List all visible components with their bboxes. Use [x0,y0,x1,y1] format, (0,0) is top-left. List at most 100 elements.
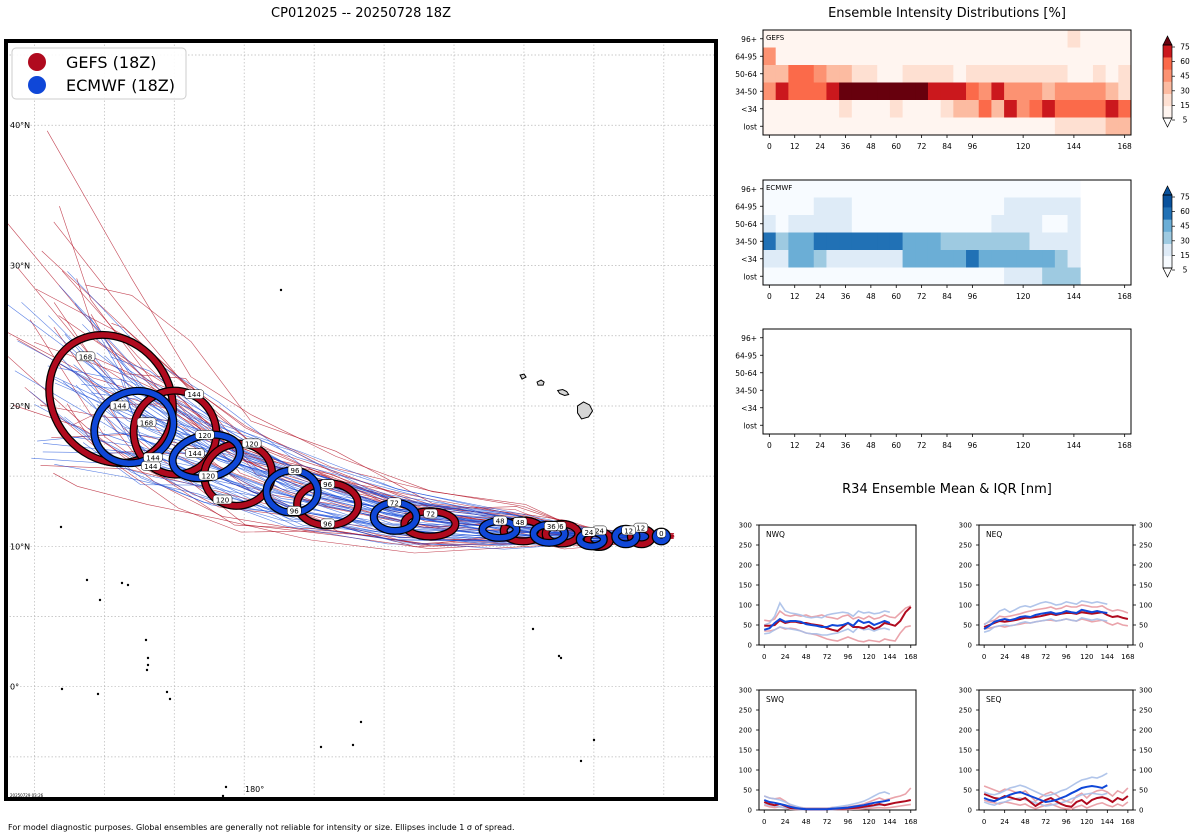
heatmap-cell [889,117,903,136]
x-tick-label: 144 [883,818,897,826]
x-tick-label: 168 [1121,653,1134,661]
y-tick-label: 150 [959,747,972,755]
heatmap-cell [775,267,789,286]
ecmwf-ellipse-label: 144 [113,402,127,410]
heatmap-cell [1042,267,1056,286]
heatmap-cell [851,232,865,251]
atoll-dot [359,720,363,724]
heatmap-cell [839,215,853,233]
gefs-ellipse-label: 48 [516,519,525,527]
atoll-dot [146,663,150,667]
heatmap-cell [763,197,777,216]
map-frame [4,39,718,801]
colorbar-tick-label: 15 [1180,251,1190,260]
colorbar-frame [1162,44,1173,119]
heatmap-cell [953,47,967,66]
heatmap-cell [1016,197,1030,216]
heatmap-cell [1067,180,1081,198]
ecmwf-label-box [109,400,130,411]
heatmap-cell [940,267,954,286]
heatmap-cell [966,100,980,118]
heatmap-cell [826,65,840,83]
ecmwf-intensity-heatmap: ECMWF 96+ 64-95 50-64 34-50 <34 lost 0 12 24 36 48 6… [735,179,1132,301]
heatmap-cell [788,47,802,66]
heatmap-cell [826,180,840,198]
ecmwf-ellipse-label: 48 [496,518,505,526]
x-tick-label: 60 [891,142,901,151]
heatmap-cell [927,82,942,101]
atoll-dot [221,794,225,798]
heatmap-cell [1029,100,1043,118]
heatmap-cell [864,197,878,216]
heatmap-cell [839,65,853,83]
heatmap-cell [877,100,891,118]
gefs-mean-line [983,793,1129,808]
heatmap-cell [788,250,802,268]
heatmap-cell [775,232,789,251]
timestamp: 20250729 03:26 [10,793,44,798]
x-tick-label: 12 [790,142,800,151]
heatmap-cell [1092,117,1107,136]
heatmap-cell [1029,215,1043,233]
legend-gefs-label: GEFS (18Z) [66,53,156,72]
atoll-dot [60,687,64,691]
heatmap-cell [902,65,916,83]
ecmwf-label-box [143,452,163,463]
y-tick-label: 50-64 [735,70,757,79]
x-tick-label: 48 [1021,818,1030,826]
heatmap-cell [1054,197,1068,216]
heatmap-cell [1118,117,1132,136]
heatmap-cell [927,197,942,216]
heatmap-cell [1054,117,1068,136]
heatmap-cell [978,82,992,101]
gefs-colorbar: 5 15 30 45 60 75 [1162,35,1190,128]
heatmap-cell [801,65,815,83]
heatmap-cell [1004,267,1018,286]
atoll-dot [531,627,535,631]
heatmap-cell [940,30,954,48]
y-tick-label: 150 [959,582,972,590]
colorbar-band [1163,45,1172,58]
heatmap-cell [1004,82,1018,101]
atoll-dot [98,598,102,602]
heatmap-cell [864,47,878,66]
x-tick-label: 0 [762,818,766,826]
heatmap-cell [1016,232,1030,251]
heatmap-cell [927,215,942,233]
heatmap-cell [1118,65,1132,83]
heatmap-cell [915,197,929,216]
colorbar-tick-label: 45 [1180,222,1190,231]
heatmap-cell [1118,47,1132,66]
heatmap-cell [763,82,777,101]
x-tick-label: 72 [823,653,832,661]
heatmap-cell [1016,100,1030,118]
heatmap-cell [978,180,992,198]
heatmap-cell [1054,47,1068,66]
atoll-dot [557,654,561,658]
atoll-dot [59,525,63,529]
y-tick-label: 200 [959,727,972,735]
heatmap-cell [1067,197,1081,216]
r34-panel-neq: NEQ 0 24 48 72 96 120 144 168 0 0 50 50 100 100 150 150 2… [959,522,1153,662]
heatmap-cell [1067,232,1081,251]
latitude-label: 10°N [10,542,30,551]
r34-panel-nwq: NWQ 0 24 48 72 96 120 144 168 0 50 100 150 200 250 300 [739,522,918,662]
x-tick-label: 84 [942,292,952,301]
ecmwf-label-box [287,505,302,516]
heatmap-cell [826,47,840,66]
heatmap-cell [940,47,954,66]
x-tick-label: 168 [1117,142,1132,151]
gefs-ellipse-label: 36 [555,523,564,531]
heatmap-cell [940,100,954,118]
heatmap-cell [953,267,967,286]
y-tick-label: 200 [739,562,752,570]
colorbar-band [1163,93,1172,107]
colorbar-band [1163,195,1172,208]
heatmap-cell [851,250,865,268]
heatmap-cell [978,65,992,83]
heatmap-cell [966,215,980,233]
main-title: CP012025 -- 20250728 18Z [271,6,451,21]
colorbar-band [1163,219,1172,232]
heatmap-cell [991,215,1005,233]
heatmap-cell [864,250,878,268]
